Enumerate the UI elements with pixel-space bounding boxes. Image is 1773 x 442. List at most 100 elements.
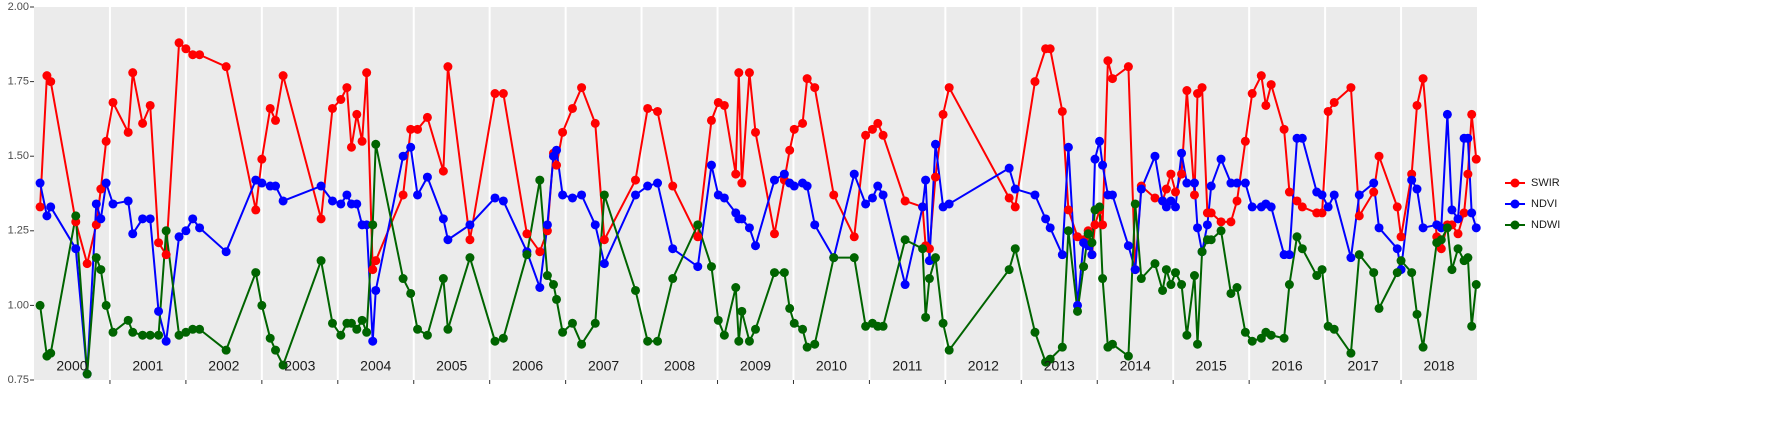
legend-label: SWIR xyxy=(1531,177,1560,189)
data-point xyxy=(1123,241,1133,251)
data-point xyxy=(490,89,500,99)
data-point xyxy=(1354,190,1364,200)
data-point xyxy=(271,115,281,125)
data-point xyxy=(1247,336,1257,346)
data-point xyxy=(221,345,231,355)
year-label: 2003 xyxy=(284,358,315,374)
data-point xyxy=(1161,265,1171,275)
data-point xyxy=(737,306,747,316)
data-point xyxy=(1346,83,1356,93)
data-point xyxy=(713,315,723,325)
data-point xyxy=(1216,226,1226,236)
data-point xyxy=(154,238,164,248)
data-point xyxy=(798,324,808,334)
data-point xyxy=(82,259,92,269)
data-point xyxy=(737,178,747,188)
data-point xyxy=(706,115,716,125)
data-point xyxy=(668,181,678,191)
data-point xyxy=(567,103,577,113)
data-point xyxy=(653,178,663,188)
data-point xyxy=(71,211,81,221)
data-point xyxy=(1374,223,1384,233)
data-point xyxy=(552,294,562,304)
data-point xyxy=(1374,303,1384,313)
data-point xyxy=(422,112,432,122)
data-point xyxy=(1442,223,1452,233)
data-point xyxy=(1240,327,1250,337)
data-point xyxy=(413,324,423,334)
data-point xyxy=(1247,202,1257,212)
data-point xyxy=(552,160,562,170)
year-label: 2007 xyxy=(588,358,619,374)
data-point xyxy=(734,68,744,78)
data-point xyxy=(599,235,609,245)
data-point xyxy=(138,118,148,128)
data-point xyxy=(251,268,261,278)
data-point xyxy=(1090,154,1100,164)
data-point xyxy=(1130,265,1140,275)
data-point xyxy=(1247,89,1257,99)
data-point xyxy=(693,220,703,230)
data-point xyxy=(1323,202,1333,212)
data-point xyxy=(779,169,789,179)
data-point xyxy=(930,253,940,263)
data-point xyxy=(1098,160,1108,170)
data-point xyxy=(802,181,812,191)
data-point xyxy=(1206,235,1216,245)
data-point xyxy=(849,232,859,242)
data-point xyxy=(577,190,587,200)
data-point xyxy=(1447,265,1457,275)
data-point xyxy=(1418,74,1428,84)
data-point xyxy=(751,324,760,334)
data-point xyxy=(1087,250,1097,260)
data-point xyxy=(1317,265,1327,275)
year-label: 2010 xyxy=(816,358,847,374)
y-tick-label: 0.75 xyxy=(8,374,29,386)
data-point xyxy=(498,333,508,343)
data-point xyxy=(352,199,362,209)
data-point xyxy=(878,130,888,140)
data-point xyxy=(1463,253,1473,263)
data-point xyxy=(1107,190,1117,200)
data-point xyxy=(1004,163,1014,173)
data-point xyxy=(101,136,111,146)
data-point xyxy=(1197,247,1207,257)
data-point xyxy=(924,244,934,254)
data-point xyxy=(1057,106,1067,116)
data-point xyxy=(352,109,362,119)
data-point xyxy=(1323,106,1333,116)
data-point xyxy=(316,181,326,191)
data-point xyxy=(1177,148,1187,158)
data-point xyxy=(944,199,954,209)
data-point xyxy=(1279,333,1289,343)
year-label: 2018 xyxy=(1423,358,1454,374)
data-point xyxy=(567,318,577,328)
data-point xyxy=(96,214,106,224)
data-point xyxy=(921,312,931,322)
data-point xyxy=(271,181,281,191)
data-point xyxy=(35,178,45,188)
data-point xyxy=(1447,205,1457,215)
data-point xyxy=(342,190,352,200)
data-point xyxy=(174,330,184,340)
year-label: 2011 xyxy=(892,358,922,374)
data-point xyxy=(108,97,118,107)
data-point xyxy=(744,68,754,78)
data-point xyxy=(1170,187,1180,197)
data-point xyxy=(1206,208,1216,218)
y-tick-label: 1.25 xyxy=(8,225,29,237)
data-point xyxy=(138,330,148,340)
year-label: 2017 xyxy=(1348,358,1379,374)
data-point xyxy=(1182,178,1192,188)
data-point xyxy=(567,193,577,203)
data-point xyxy=(1369,268,1379,278)
data-point xyxy=(336,95,346,105)
data-point xyxy=(357,136,367,146)
data-point xyxy=(1073,306,1083,316)
data-point xyxy=(336,199,346,209)
data-point xyxy=(1189,178,1199,188)
data-point xyxy=(535,175,545,185)
data-point xyxy=(35,300,45,310)
data-point xyxy=(769,268,779,278)
data-point xyxy=(46,77,56,87)
